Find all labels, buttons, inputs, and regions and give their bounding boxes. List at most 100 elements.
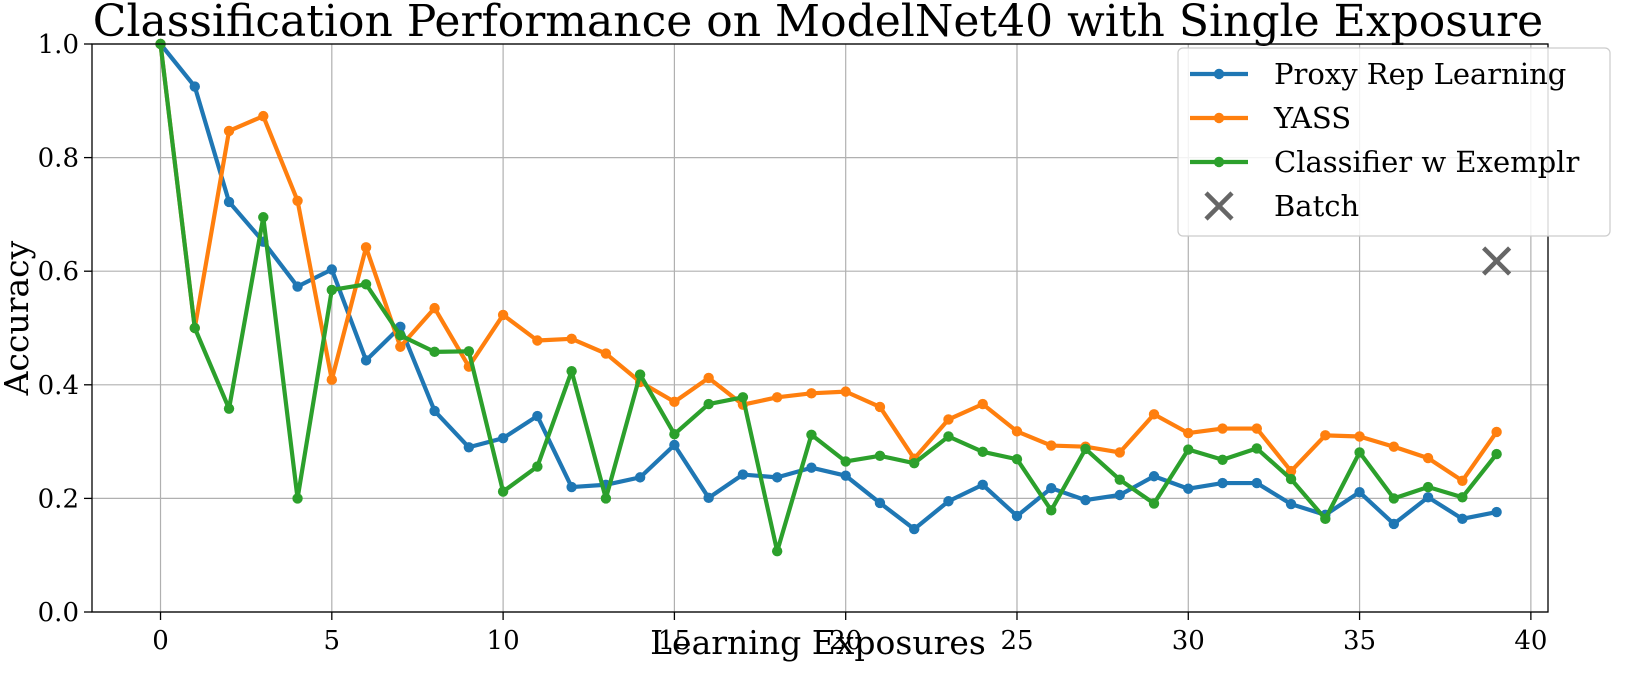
- y-tick-label: 0.4: [38, 371, 79, 401]
- data-point: [1285, 465, 1297, 477]
- data-point: [189, 322, 200, 334]
- data-point: [703, 398, 714, 410]
- x-tick-label: 10: [487, 626, 520, 656]
- data-point: [634, 369, 646, 380]
- y-tick-label: 1.0: [38, 30, 79, 60]
- data-point: [634, 472, 646, 483]
- data-point: [1217, 477, 1228, 489]
- chart-title: Classification Performance on ModelNet40…: [93, 0, 1543, 47]
- data-point: [669, 439, 680, 451]
- data-point: [223, 125, 235, 137]
- data-point: [1354, 447, 1365, 458]
- data-point: [771, 392, 783, 403]
- data-point: [1422, 492, 1434, 503]
- batch-marker-stroke: [1482, 246, 1512, 276]
- data-point: [1217, 423, 1228, 434]
- series-group: [155, 38, 1502, 557]
- data-point: [292, 281, 303, 292]
- data-point: [1422, 452, 1434, 464]
- data-point: [1046, 505, 1057, 516]
- data-point: [1491, 448, 1502, 460]
- data-point: [669, 429, 680, 440]
- data-point: [292, 195, 303, 206]
- data-point: [463, 442, 475, 453]
- data-point: [1183, 444, 1194, 455]
- data-point: [1217, 454, 1228, 465]
- legend-swatch-marker: [1213, 112, 1225, 124]
- y-tick-label: 0.8: [38, 144, 79, 174]
- data-point: [1422, 481, 1434, 493]
- data-point: [1251, 443, 1263, 454]
- data-point: [977, 479, 988, 490]
- data-point: [463, 346, 475, 357]
- data-point: [1046, 440, 1057, 451]
- x-tick-label: 15: [658, 626, 691, 656]
- data-point: [1251, 423, 1263, 434]
- series-line: [158, 41, 1499, 532]
- ticks: 0 5 10 15 20 25 30 35 40 0.0 0.2 0.4 0.6 0.8 1.0: [38, 30, 1548, 656]
- y-tick-label: 0.0: [38, 598, 79, 628]
- data-point: [189, 81, 200, 92]
- data-point: [943, 414, 954, 425]
- data-point: [909, 457, 920, 469]
- data-point: [1457, 475, 1468, 486]
- legend-box: [1177, 47, 1611, 237]
- data-point: [840, 386, 851, 397]
- data-point: [532, 461, 543, 472]
- series-3: [155, 38, 1502, 557]
- data-point: [1285, 473, 1297, 485]
- data-point: [429, 346, 440, 358]
- plot-frame: [91, 43, 1549, 613]
- data-point: [429, 302, 440, 314]
- data-point: [395, 341, 406, 352]
- data-point: [840, 456, 851, 467]
- data-point: [292, 493, 303, 504]
- data-point: [532, 410, 543, 422]
- data-point: [566, 365, 577, 377]
- data-point: [1011, 426, 1023, 437]
- data-point: [669, 396, 680, 408]
- y-tick-label: 0.6: [38, 257, 79, 287]
- data-point: [1148, 409, 1160, 420]
- data-point: [1388, 518, 1400, 530]
- data-point: [703, 492, 714, 504]
- data-point: [874, 401, 886, 413]
- data-point: [1320, 513, 1331, 525]
- data-point: [1080, 443, 1091, 455]
- data-point: [326, 284, 338, 296]
- legend-swatch: [1204, 191, 1234, 221]
- x-tick-label: 30: [1172, 626, 1205, 656]
- data-point: [600, 493, 612, 504]
- legend-swatch-marker: [1213, 68, 1225, 80]
- data-point: [360, 355, 372, 366]
- x-axis-label: Learning Exposures: [650, 623, 986, 662]
- legend-label: Proxy Rep Learning: [1274, 57, 1566, 91]
- data-point: [1114, 474, 1125, 485]
- data-point: [806, 462, 817, 473]
- data-point: [977, 398, 988, 410]
- data-point: [1148, 498, 1160, 509]
- data-point: [1251, 477, 1263, 489]
- y-tick-label: 0.2: [38, 484, 79, 514]
- data-point: [497, 432, 509, 444]
- data-point: [943, 496, 954, 507]
- data-point: [737, 392, 749, 403]
- data-point: [1046, 482, 1057, 494]
- data-point: [771, 546, 783, 557]
- data-point: [703, 372, 714, 384]
- legend: Proxy Rep Learning YASS Classifier w Exemp…: [1177, 47, 1611, 237]
- data-point: [806, 429, 817, 440]
- series-line: [158, 41, 1499, 483]
- data-point: [1457, 492, 1468, 503]
- data-point: [1354, 431, 1365, 442]
- data-point: [1388, 493, 1400, 504]
- marker-group: [1482, 246, 1512, 276]
- series-line: [158, 41, 1499, 554]
- data-point: [360, 279, 372, 290]
- data-point: [1285, 498, 1297, 510]
- data-point: [840, 470, 851, 481]
- data-point: [223, 196, 235, 208]
- series-2: [155, 38, 1502, 486]
- data-point: [1011, 454, 1023, 465]
